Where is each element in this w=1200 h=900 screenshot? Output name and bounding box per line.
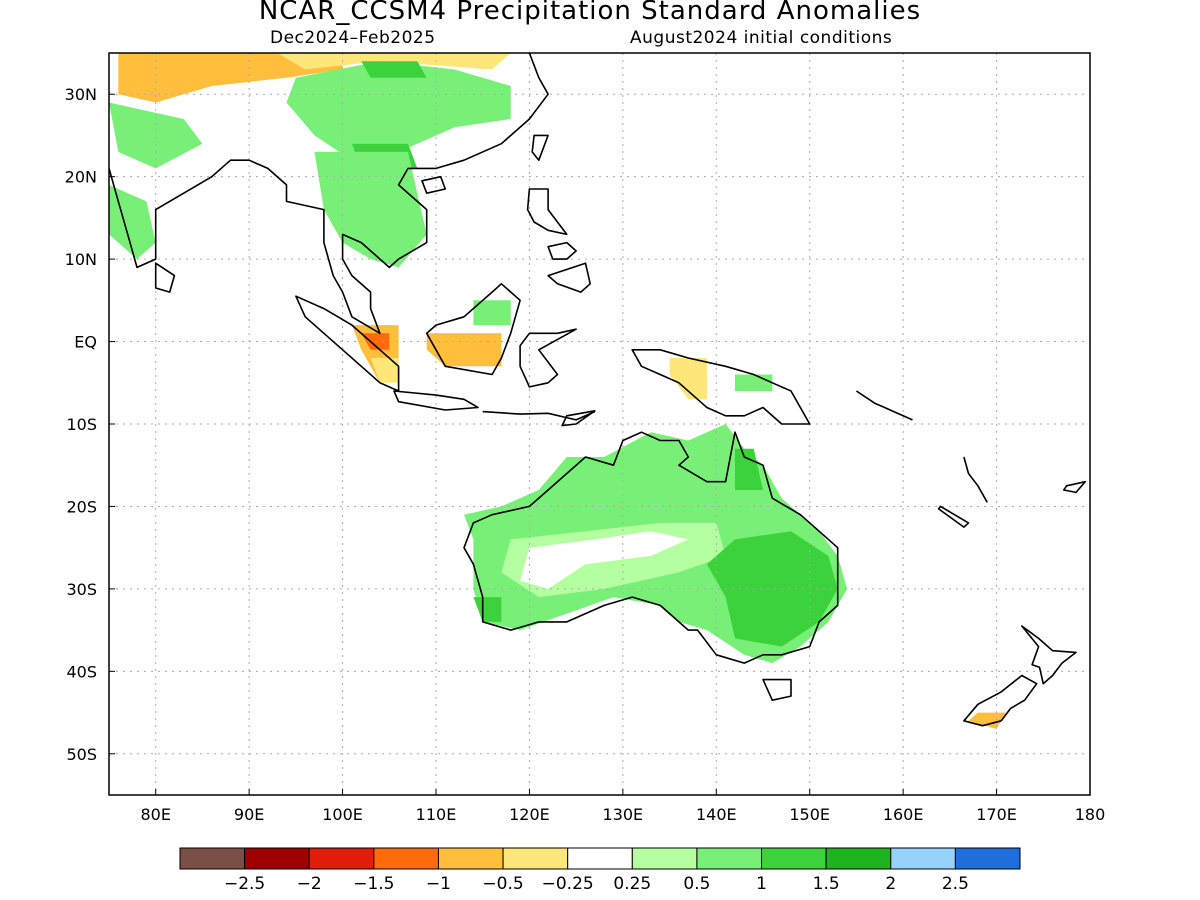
lon-tick-label: 130E (603, 805, 644, 824)
colorbar-swatch (437, 847, 504, 870)
anomaly-region-aus-wet-ne (735, 448, 763, 490)
coastline-nz-south (963, 674, 1038, 727)
colorbar-label: −0.25 (542, 874, 594, 894)
coastline-sumatra (295, 295, 400, 392)
coastline-tasmania (762, 678, 792, 702)
anomaly-region-aus-wet-sw (473, 597, 502, 622)
coastline-sulawesi (519, 328, 577, 388)
anomaly-region-sumatra-dry-light (370, 358, 399, 383)
coastline-philippines-luzon (526, 188, 568, 236)
colorbar-swatch (244, 847, 310, 870)
graticule (109, 53, 1090, 795)
lat-tick-label: 50S (66, 745, 97, 764)
coastline-nz-north (1020, 625, 1077, 685)
lat-tick-label: 40S (66, 662, 97, 681)
lon-tick-label: 90E (234, 805, 264, 824)
anomaly-region-nz-dry (968, 712, 1006, 729)
anomaly-region-india-wet-n (109, 102, 203, 169)
colorbar-swatch (631, 847, 698, 870)
coastline-new-guinea (631, 348, 811, 425)
colorbar-label: 0.25 (613, 874, 651, 894)
lon-tick-label: 80E (140, 805, 170, 824)
coastline-philippines-mindanao (547, 262, 592, 293)
colorbar-swatch (696, 847, 763, 870)
lat-tick-label: 30S (66, 580, 97, 599)
lon-tick-label: 160E (883, 805, 924, 824)
axis-labels: 30N 20N 10N EQ 10S 20S 30S 40S 50S 80E 90E 100E 110E… (65, 85, 1106, 824)
lon-tick-label: 170E (976, 805, 1017, 824)
coastlines (109, 53, 1087, 727)
colorbar-label: 0.5 (683, 874, 710, 894)
coastline-solomons (855, 390, 913, 421)
colorbar-label: −1 (426, 874, 451, 894)
lat-tick-label: 30N (65, 85, 97, 104)
lat-tick-label: 10N (65, 250, 97, 269)
initial-conditions: August2024 initial conditions (630, 28, 893, 48)
coastline-lesser-sunda (482, 410, 596, 421)
colorbar-swatch (567, 847, 633, 870)
coastline-asia-mainland (109, 53, 549, 335)
colorbar-label: −2.5 (224, 874, 265, 894)
colorbar-label: −2 (297, 874, 322, 894)
colorbar-swatch (890, 847, 956, 870)
colorbar-swatch (761, 847, 827, 870)
anomaly-region-aus-wet-east (706, 531, 838, 647)
coastline-philippines-visayas (547, 241, 577, 260)
coastline-vanuatu (963, 456, 988, 503)
colorbar-swatch (954, 847, 1021, 870)
anomaly-region-tibet-dry (118, 53, 343, 103)
lon-tick-label: 120E (509, 805, 550, 824)
colorbar-swatch (179, 847, 246, 870)
lat-tick-label: 20S (66, 497, 97, 516)
coastline-sri-lanka (154, 262, 176, 293)
coastline-taiwan (531, 134, 549, 161)
lon-tick-label: 150E (789, 805, 830, 824)
anomaly-region-china-wet-core (361, 61, 427, 78)
forecast-period: Dec2024–Feb2025 (270, 28, 436, 48)
coastline-hainan (421, 175, 447, 194)
colorbar-swatch (308, 847, 375, 870)
anomaly-region-newguinea-wet (735, 374, 773, 391)
anomaly-region-borneo-wet (473, 300, 511, 326)
colorbar-label: −1.5 (353, 874, 394, 894)
lon-tick-label: 100E (322, 805, 363, 824)
colorbar-label: 1 (756, 874, 767, 894)
colorbar-label: −0.5 (482, 874, 523, 894)
lon-tick-label: 110E (416, 805, 457, 824)
coastline-fiji (1063, 480, 1087, 494)
colorbar-swatch (825, 847, 892, 870)
map-title: NCAR_CCSM4 Precipitation Standard Anomal… (258, 0, 922, 26)
anomaly-region-aus-neutral (520, 531, 689, 589)
lon-tick-label: 140E (696, 805, 737, 824)
coastline-australia (463, 431, 839, 664)
colorbar: −2.5 −2 −1.5 −1 −0.5 −0.25 0.25 0.5 1 1.5 2 2.5 (179, 847, 1021, 894)
coastline-timor (561, 409, 596, 427)
anomaly-region-india-wet-w (109, 184, 156, 260)
lat-tick-label: EQ (74, 333, 97, 352)
coastline-java (393, 390, 479, 411)
colorbar-label: 1.5 (813, 874, 840, 894)
colorbar-label: 2 (885, 874, 896, 894)
anomaly-region-china-wet (286, 61, 511, 161)
lat-tick-label: 10S (66, 415, 97, 434)
anomaly-region-newguinea-dry (669, 358, 707, 400)
colorbar-swatch (373, 847, 439, 870)
lat-tick-label: 20N (65, 168, 97, 187)
colorbar-swatch (502, 847, 569, 870)
coastline-new-caledonia (937, 505, 970, 528)
lon-tick-label: 180 (1075, 805, 1106, 824)
colorbar-label: 2.5 (942, 874, 969, 894)
coastline-borneo (425, 282, 521, 376)
